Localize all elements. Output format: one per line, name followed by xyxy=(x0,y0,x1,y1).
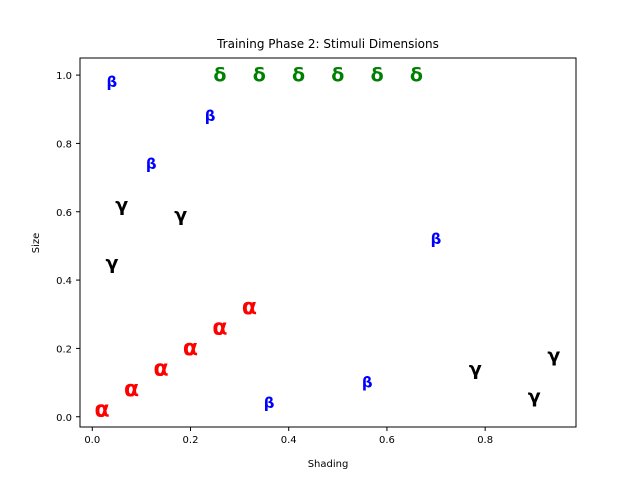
x-tick-label: 0.4 xyxy=(281,435,297,446)
data-point-marker: α xyxy=(153,356,168,381)
data-point-marker: β xyxy=(205,107,216,125)
x-axis-label: Shading xyxy=(308,459,349,470)
x-tick-label: 0.2 xyxy=(183,435,199,446)
data-point-marker: α xyxy=(183,336,198,361)
y-axis-label: Size xyxy=(31,233,42,254)
x-tick-label: 0.6 xyxy=(379,435,395,446)
data-point-marker: β xyxy=(107,73,118,91)
data-point-marker: γ xyxy=(547,344,560,366)
data-point-marker: γ xyxy=(469,358,482,380)
data-point-marker: δ xyxy=(253,64,266,86)
y-tick-label: 0.4 xyxy=(56,276,72,287)
x-axis: 0.0 0.2 0.4 0.6 0.8 xyxy=(84,427,493,446)
data-point-marker: β xyxy=(264,394,275,412)
data-point-marker: β xyxy=(146,155,157,173)
y-axis: 0.0 0.2 0.4 0.6 0.8 1.0 xyxy=(56,71,80,424)
data-point-marker: δ xyxy=(410,64,423,86)
y-tick-label: 0.2 xyxy=(56,344,72,355)
data-point-marker: α xyxy=(95,397,110,422)
data-point-marker: α xyxy=(242,295,257,320)
plot-frame xyxy=(79,57,577,428)
y-tick-label: 0.0 xyxy=(56,413,72,424)
data-point-marker: β xyxy=(431,230,442,248)
data-point-marker: δ xyxy=(371,64,384,86)
data-point-marker: γ xyxy=(528,385,541,407)
chart-title: Training Phase 2: Stimuli Dimensions xyxy=(216,37,439,51)
data-point-marker: γ xyxy=(115,194,128,216)
x-tick-label: 0.8 xyxy=(477,435,493,446)
data-point-marker: δ xyxy=(331,64,344,86)
data-point-marker: γ xyxy=(105,252,118,274)
x-tick-label: 0.0 xyxy=(84,435,100,446)
y-tick-label: 0.8 xyxy=(56,139,72,150)
data-point-marker: α xyxy=(124,377,139,402)
data-point-marker: α xyxy=(212,315,227,340)
data-point-marker: γ xyxy=(174,204,187,226)
y-tick-label: 1.0 xyxy=(56,71,72,82)
data-point-marker: δ xyxy=(213,64,226,86)
y-tick-label: 0.6 xyxy=(56,208,72,219)
data-point-marker: β xyxy=(362,374,373,392)
data-point-marker: δ xyxy=(292,64,305,86)
